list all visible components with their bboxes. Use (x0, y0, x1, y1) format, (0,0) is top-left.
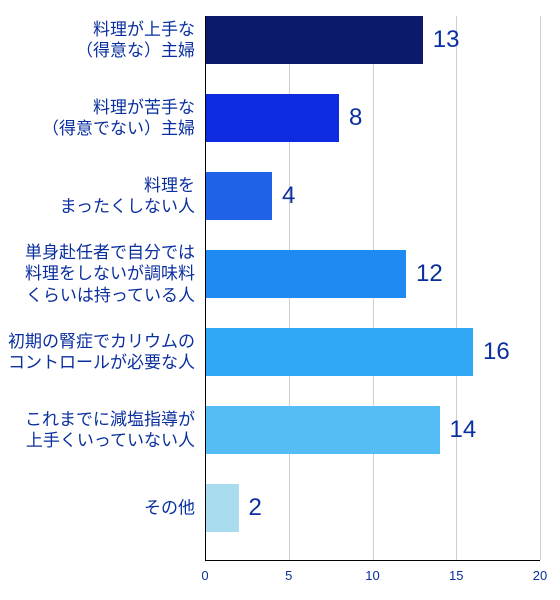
x-tick-label: 15 (449, 568, 463, 583)
bar-value: 13 (423, 26, 460, 54)
bar: 2 (205, 484, 239, 532)
x-tick-label: 20 (533, 568, 547, 583)
grid-line (456, 16, 457, 560)
bar: 4 (205, 172, 272, 220)
x-tick-label: 10 (365, 568, 379, 583)
category-label: これまでに減塩指導が 上手くいっていない人 (25, 409, 195, 452)
bar-value: 8 (339, 104, 362, 132)
bar-chart: 1384121614205101520料理が上手な （得意な）主婦料理が苦手な … (0, 0, 560, 600)
category-label: 初期の腎症でカリウムの コントロールが必要な人 (8, 331, 195, 374)
bar-value: 16 (473, 338, 510, 366)
y-axis (205, 16, 206, 560)
category-label: 料理が苦手な （得意でない）主婦 (42, 97, 195, 140)
category-label: 料理を まったくしない人 (60, 175, 195, 218)
category-label: 単身赴任者で自分では 料理をしないが調味料 くらいは持っている人 (25, 242, 195, 306)
bar-value: 2 (239, 494, 262, 522)
bar-value: 14 (440, 416, 477, 444)
bar: 8 (205, 94, 339, 142)
bar: 13 (205, 16, 423, 64)
bar-value: 12 (406, 260, 443, 288)
bar: 16 (205, 328, 473, 376)
grid-line (540, 16, 541, 560)
x-tick-label: 5 (285, 568, 292, 583)
plot-area: 13 8 4 12 16 14 2 (205, 16, 540, 560)
category-label: その他 (144, 497, 195, 518)
x-tick-label: 0 (201, 568, 208, 583)
bar: 14 (205, 406, 440, 454)
category-label: 料理が上手な （得意な）主婦 (76, 19, 195, 62)
x-axis (205, 560, 540, 561)
bar-value: 4 (272, 182, 295, 210)
bar: 12 (205, 250, 406, 298)
